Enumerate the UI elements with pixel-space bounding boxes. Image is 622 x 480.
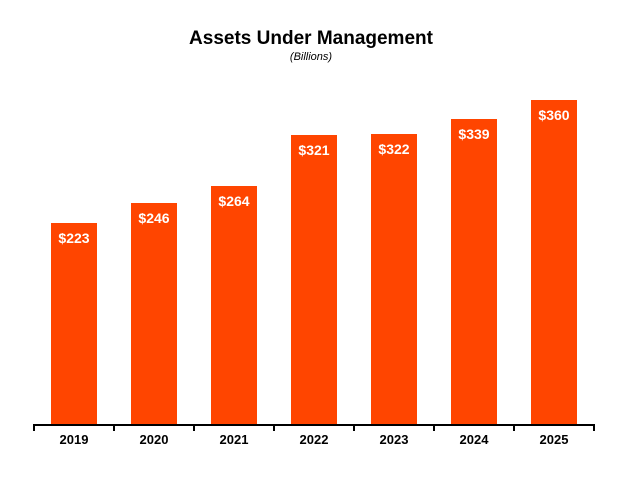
bar-slot: $223 — [34, 100, 114, 424]
bar-value-label: $322 — [378, 141, 410, 157]
x-tick — [353, 426, 355, 431]
x-tick — [33, 426, 35, 431]
bar-value-label: $321 — [298, 142, 330, 158]
bar-slot: $246 — [114, 100, 194, 424]
bar-2019: $223 — [51, 223, 97, 424]
x-axis-labels: 2019 2020 2021 2022 2023 2024 2025 — [34, 432, 594, 447]
x-axis-label: 2025 — [539, 432, 569, 447]
x-axis-label: 2020 — [139, 432, 169, 447]
x-axis-label: 2021 — [219, 432, 249, 447]
x-tick — [113, 426, 115, 431]
x-tick — [513, 426, 515, 431]
bar-value-label: $223 — [58, 230, 90, 246]
x-axis-label: 2024 — [459, 432, 489, 447]
x-tick — [193, 426, 195, 431]
x-axis-label: 2023 — [379, 432, 409, 447]
bar-value-label: $246 — [138, 210, 170, 226]
bar-2024: $339 — [451, 119, 497, 424]
x-tick — [273, 426, 275, 431]
plot-area: $223 $246 $264 $321 $322 $339 $360 — [34, 100, 594, 424]
bar-value-label: $264 — [218, 193, 250, 209]
bar-value-label: $339 — [458, 126, 490, 142]
x-axis-label: 2022 — [299, 432, 329, 447]
bar-2020: $246 — [131, 203, 177, 424]
bar-2022: $321 — [291, 135, 337, 424]
x-tick — [433, 426, 435, 431]
bar-slot: $339 — [434, 100, 514, 424]
bar-slot: $322 — [354, 100, 434, 424]
chart-subtitle: (Billions) — [289, 51, 333, 63]
x-tick — [593, 426, 595, 431]
x-axis-label: 2019 — [59, 432, 89, 447]
bar-slot: $264 — [194, 100, 274, 424]
chart-title: Assets Under Management — [189, 28, 433, 49]
bar-2023: $322 — [371, 134, 417, 424]
bar-value-label: $360 — [538, 107, 570, 123]
bar-slot: $360 — [514, 100, 594, 424]
bar-slot: $321 — [274, 100, 354, 424]
x-axis — [33, 424, 595, 431]
bar-2021: $264 — [211, 186, 257, 424]
bar-2025: $360 — [531, 100, 577, 424]
